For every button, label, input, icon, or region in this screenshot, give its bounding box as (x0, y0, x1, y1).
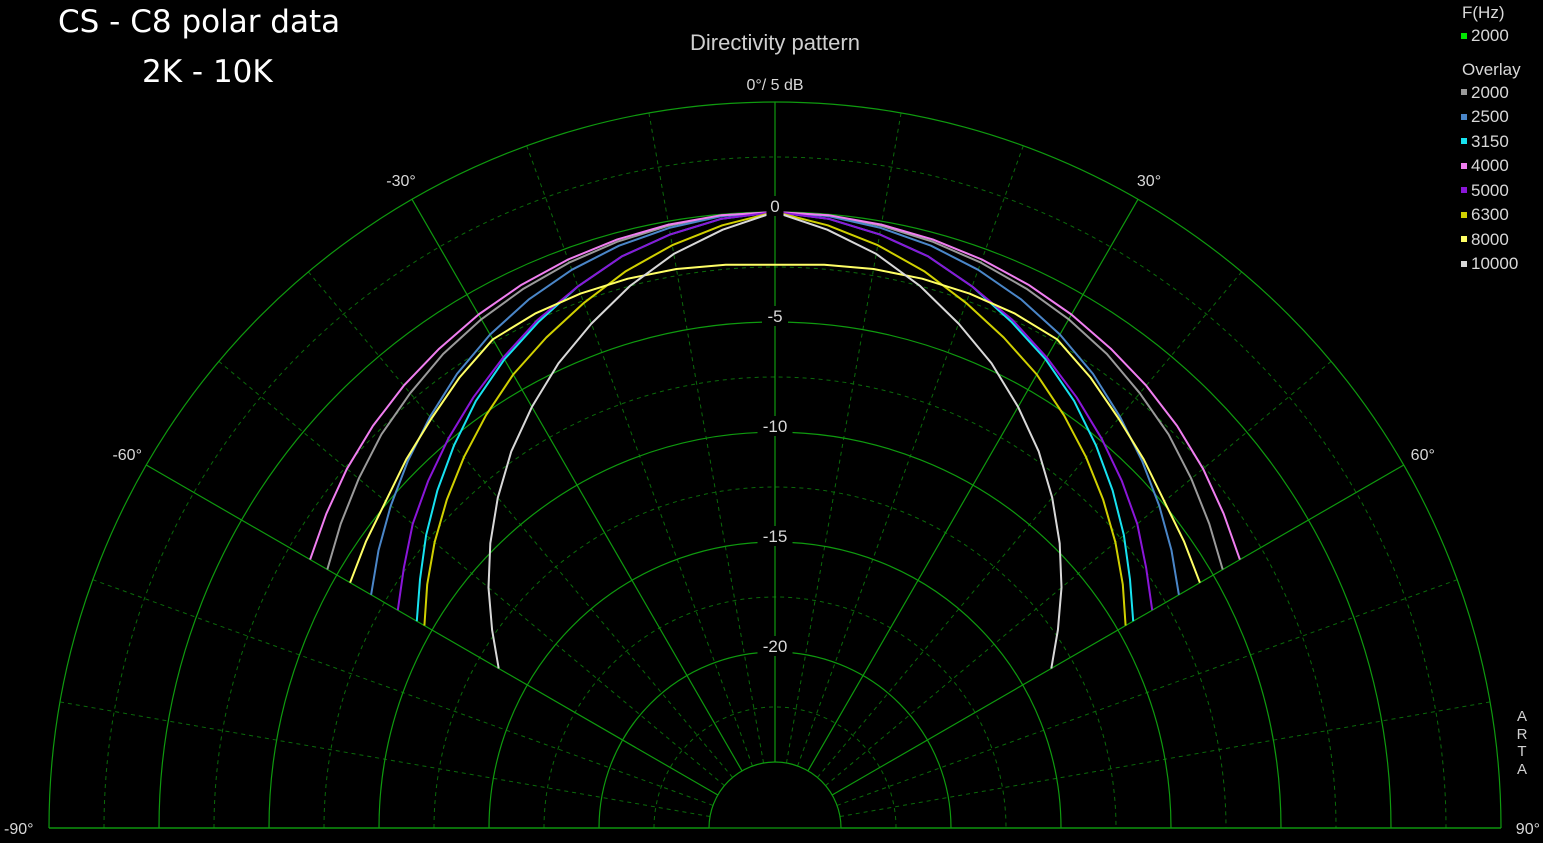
legend-item: 5000 (1458, 179, 1542, 204)
legend-current-label: 2000 (1471, 26, 1509, 45)
legend-item: 10000 (1458, 252, 1542, 277)
legend-swatch (1461, 32, 1467, 39)
legend-swatch (1461, 260, 1467, 267)
watermark-letter: T (1517, 743, 1527, 760)
legend-swatch (1461, 89, 1467, 96)
legend-swatch (1461, 113, 1467, 120)
legend-swatch (1461, 138, 1467, 145)
legend-item: 2000 (1458, 81, 1542, 106)
radial-tick-label: 0 (770, 197, 779, 216)
overlay-title: CS - C8 polar data (58, 4, 341, 40)
grid-spoke (831, 464, 1405, 796)
legend-item: 2500 (1458, 105, 1542, 130)
grid-ring-minor (103, 156, 1447, 829)
grid-spoke (145, 464, 719, 796)
angle-tick-label: -90° (4, 821, 34, 838)
legend-item: 4000 (1458, 154, 1542, 179)
legend-label: 8000 (1471, 229, 1509, 249)
radial-label-bg (757, 526, 793, 546)
legend-label: 2000 (1471, 82, 1509, 102)
legend-label: 4000 (1471, 156, 1509, 175)
legend-label: 2500 (1471, 107, 1509, 126)
legend-label: 6300 (1471, 205, 1509, 224)
legend-swatch (1461, 162, 1467, 169)
radial-label-bg (757, 636, 793, 656)
legend-swatch (1461, 187, 1467, 194)
radial-label-bg (757, 416, 793, 436)
legend-label: 10000 (1471, 254, 1519, 273)
grid-ring (708, 761, 842, 829)
legend-frequency-header: F(Hz) (1462, 3, 1505, 22)
label-layer: Directivity pattern 0°/ 5 dB 0 -5 -10 -15 -20 -… (4, 30, 1540, 838)
legend: F(Hz) 2000 Overlay 2000 2500 3150 4000 5000 6… (1458, 2, 1542, 277)
grid-ring-minor (323, 376, 1227, 829)
legend-label: 5000 (1471, 180, 1509, 200)
legend-swatch (1461, 211, 1467, 218)
angle-tick-label: -30° (386, 173, 416, 190)
chart-title: Directivity pattern (690, 30, 860, 55)
legend-overlay-list: 2000 2500 3150 4000 5000 6300 8000 10000 (1458, 81, 1542, 277)
legend-overlay-header: Overlay (1462, 59, 1521, 79)
legend-current-item: 2000 (1458, 24, 1542, 49)
radial-tick-label: -5 (767, 307, 782, 326)
angle-tick-label: 90° (1516, 821, 1540, 838)
scale-label: 0°/ 5 dB (746, 77, 803, 94)
angle-tick-label: 30° (1137, 173, 1161, 190)
radial-label-bg (766, 196, 784, 216)
overlay-subtitle: 2K - 10K (142, 54, 273, 90)
radial-tick-label: -10 (763, 417, 788, 436)
legend-item: 3150 (1458, 130, 1542, 155)
grid-spoke (807, 198, 1139, 772)
legend-label: 3150 (1471, 131, 1509, 151)
legend-item: 8000 (1458, 228, 1542, 253)
angle-tick-label: 60° (1411, 447, 1435, 464)
grid-spoke (411, 198, 743, 772)
watermark-letter: A (1516, 760, 1527, 778)
grid-ring-minor (433, 486, 1117, 829)
angle-tick-label: -60° (112, 447, 142, 464)
series-line-8000 (349, 263, 1201, 584)
watermark-letter: A (1516, 708, 1527, 725)
radial-tick-label: -15 (763, 527, 788, 546)
grid-ring-minor (653, 706, 897, 829)
radial-label-bg (762, 306, 788, 326)
watermark-letter: R (1516, 725, 1528, 743)
legend-item: 6300 (1458, 203, 1542, 228)
radial-tick-label: -20 (763, 637, 788, 656)
legend-swatch (1461, 236, 1467, 243)
